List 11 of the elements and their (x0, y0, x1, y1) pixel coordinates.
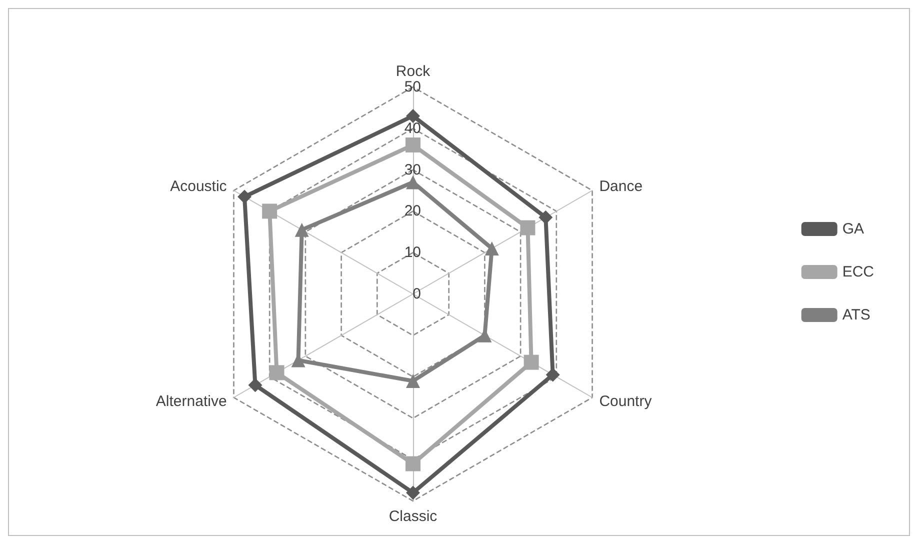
spoke-label: Country (599, 393, 652, 410)
spoke-label: Rock (396, 63, 431, 80)
y-tick-label: 0 (412, 286, 421, 302)
spoke-label: Dance (599, 178, 643, 195)
spoke-label: Acoustic (170, 178, 228, 195)
spoke-label: Classic (388, 508, 438, 525)
y-tick-label: 40 (404, 120, 421, 137)
legend-label: ECC (842, 264, 874, 280)
spoke-label: Alternative (156, 393, 227, 410)
legend-label: ATS (842, 306, 870, 324)
legend-label: GA (842, 220, 864, 238)
